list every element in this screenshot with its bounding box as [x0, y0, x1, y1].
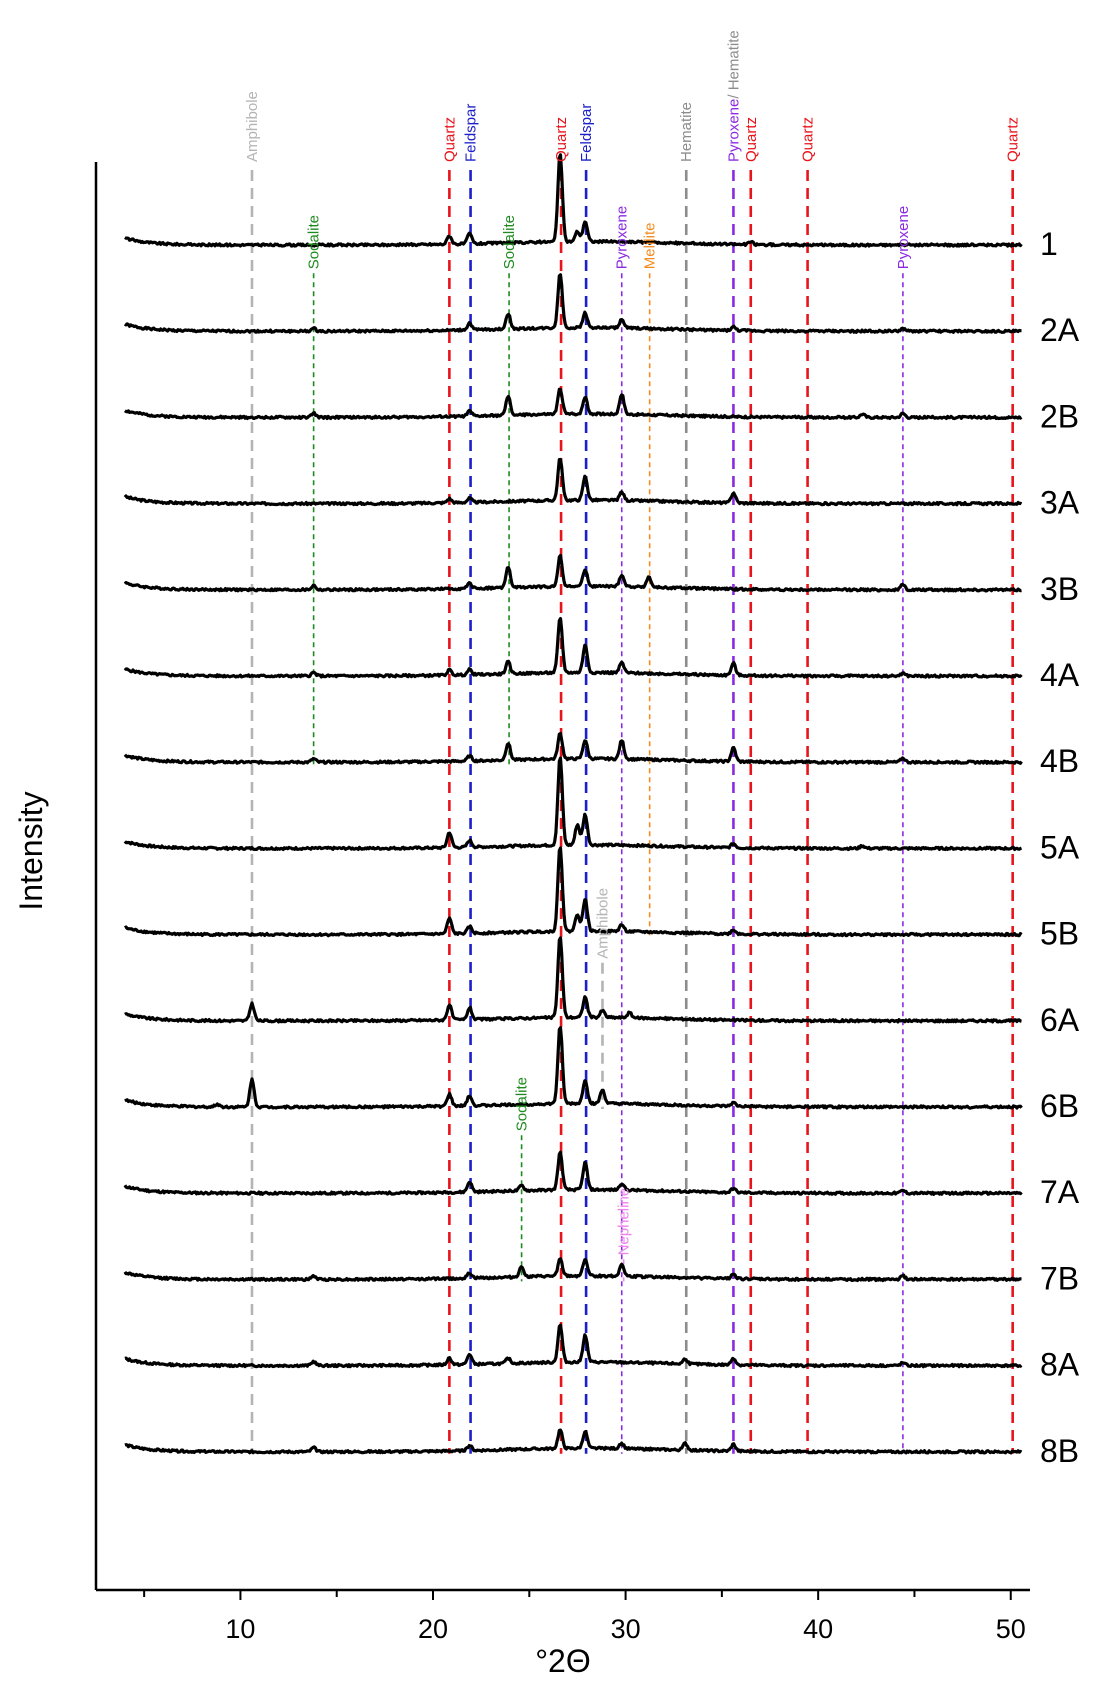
x-tick-label: 30 [611, 1614, 641, 1644]
phase-label: Quartz [441, 117, 458, 162]
trace-labels: 1 2A 2B 3A 3B 4A 4B 5A 5B 6A 6B 7A 7B 8A 8B [1040, 226, 1080, 1469]
phase-label: Hematite [678, 102, 695, 162]
trace-8b [124, 1428, 1023, 1455]
phase-label: Quartz [743, 117, 760, 162]
x-tick-label: 40 [803, 1614, 833, 1644]
trace-5a [123, 756, 1023, 852]
trace-label-6a: 6A [1040, 1002, 1080, 1038]
phase-label: Pyroxene [614, 206, 631, 269]
trace-label-1: 1 [1040, 226, 1058, 262]
phase-label: Sodalite [501, 215, 518, 269]
trace-6b [124, 1026, 1023, 1110]
phase-label: Quartz [800, 117, 817, 162]
phase-guide-lines [250, 170, 1014, 1454]
trace-label-4b: 4B [1040, 743, 1079, 779]
trace-label-4a: 4A [1040, 657, 1080, 693]
trace-2a [123, 273, 1022, 334]
trace-3b [123, 553, 1022, 593]
phase-label: Amphibole [244, 91, 261, 162]
x-tick-label: 20 [418, 1614, 448, 1644]
diffraction-traces [123, 153, 1023, 1455]
x-tick-label: 50 [996, 1614, 1026, 1644]
phase-label: Melilite [642, 223, 659, 270]
trace-label-5b: 5B [1040, 916, 1079, 952]
trace-label-5a: 5A [1040, 829, 1080, 865]
trace-label-6b: 6B [1040, 1088, 1079, 1124]
phase-label: Feldspar [578, 104, 595, 162]
phase-labels: Amphibole Quartz Feldspar Quartz Feldspar Hem… [244, 30, 1022, 1255]
trace-4b [123, 732, 1023, 765]
trace-1 [124, 153, 1023, 248]
x-axis-title: °2Θ [535, 1643, 590, 1679]
trace-5b [123, 846, 1023, 938]
trace-label-7b: 7B [1040, 1260, 1079, 1296]
phase-label: Amphibole [594, 888, 611, 959]
phase-label: Pyroxene/ Hematite [725, 30, 742, 162]
trace-label-3b: 3B [1040, 571, 1079, 607]
phase-label: Sodalite [514, 1077, 531, 1131]
phase-label: Sodalite [306, 215, 323, 269]
trace-label-7a: 7A [1040, 1174, 1080, 1210]
trace-6a [124, 936, 1022, 1024]
trace-label-8a: 8A [1040, 1347, 1080, 1383]
trace-label-2a: 2A [1040, 312, 1080, 348]
x-ticks: 10 20 30 40 50 [143, 1590, 1026, 1644]
trace-4a [123, 617, 1023, 679]
trace-3a [123, 457, 1023, 507]
trace-label-8b: 8B [1040, 1433, 1079, 1469]
trace-7a [123, 1150, 1023, 1196]
phase-label: Nepheline [616, 1188, 633, 1256]
trace-label-2b: 2B [1040, 398, 1079, 434]
trace-label-3a: 3A [1040, 485, 1080, 521]
phase-label: Quartz [1005, 117, 1022, 162]
y-axis-title: Intensity [13, 791, 49, 910]
phase-label: Pyroxene [895, 206, 912, 269]
trace-2b [123, 387, 1023, 421]
trace-8a [124, 1323, 1023, 1369]
phase-label: Feldspar [463, 104, 480, 162]
phase-label: Quartz [553, 117, 570, 162]
x-tick-label: 10 [225, 1614, 255, 1644]
axes: 10 20 30 40 50 [94, 162, 1030, 1644]
trace-7b [123, 1257, 1022, 1283]
